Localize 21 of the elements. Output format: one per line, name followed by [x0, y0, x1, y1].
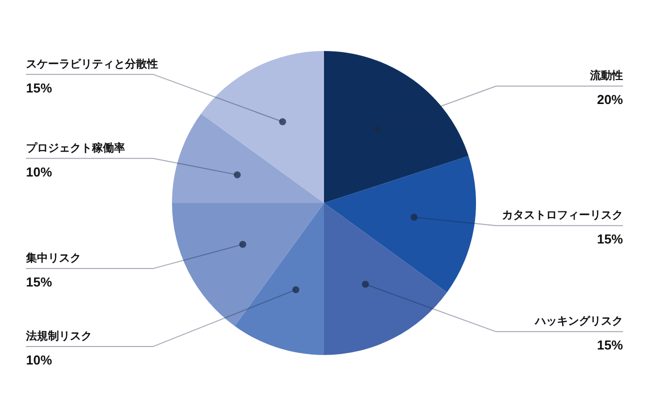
data-label: 20%: [596, 92, 624, 108]
data-label: 15%: [26, 80, 52, 96]
data-label: 15%: [26, 274, 52, 290]
pie-slice: [324, 156, 476, 292]
pie-slice: [324, 203, 447, 355]
pie-slice: [234, 203, 324, 355]
data-label: 10%: [26, 164, 52, 180]
data-label: 10%: [26, 352, 52, 368]
slice-label: 法規制リスク: [25, 330, 92, 343]
data-label: 15%: [596, 232, 624, 247]
slice-label: スケーラビリティと分散性: [26, 57, 158, 70]
pie-slice: [324, 51, 469, 203]
slice-label: ハッキングリスク: [534, 316, 623, 328]
slice-label: 集中リスク: [25, 252, 81, 265]
slice-label: プロジェクト稼働率: [26, 141, 125, 154]
pie-slice: [201, 51, 324, 203]
pie-slice: [172, 203, 324, 326]
slice-label: カタストロフィーリスク: [502, 210, 623, 222]
slice-label: 流動性: [589, 69, 623, 82]
pie-slice: [172, 114, 324, 203]
data-label: 15%: [596, 338, 624, 353]
